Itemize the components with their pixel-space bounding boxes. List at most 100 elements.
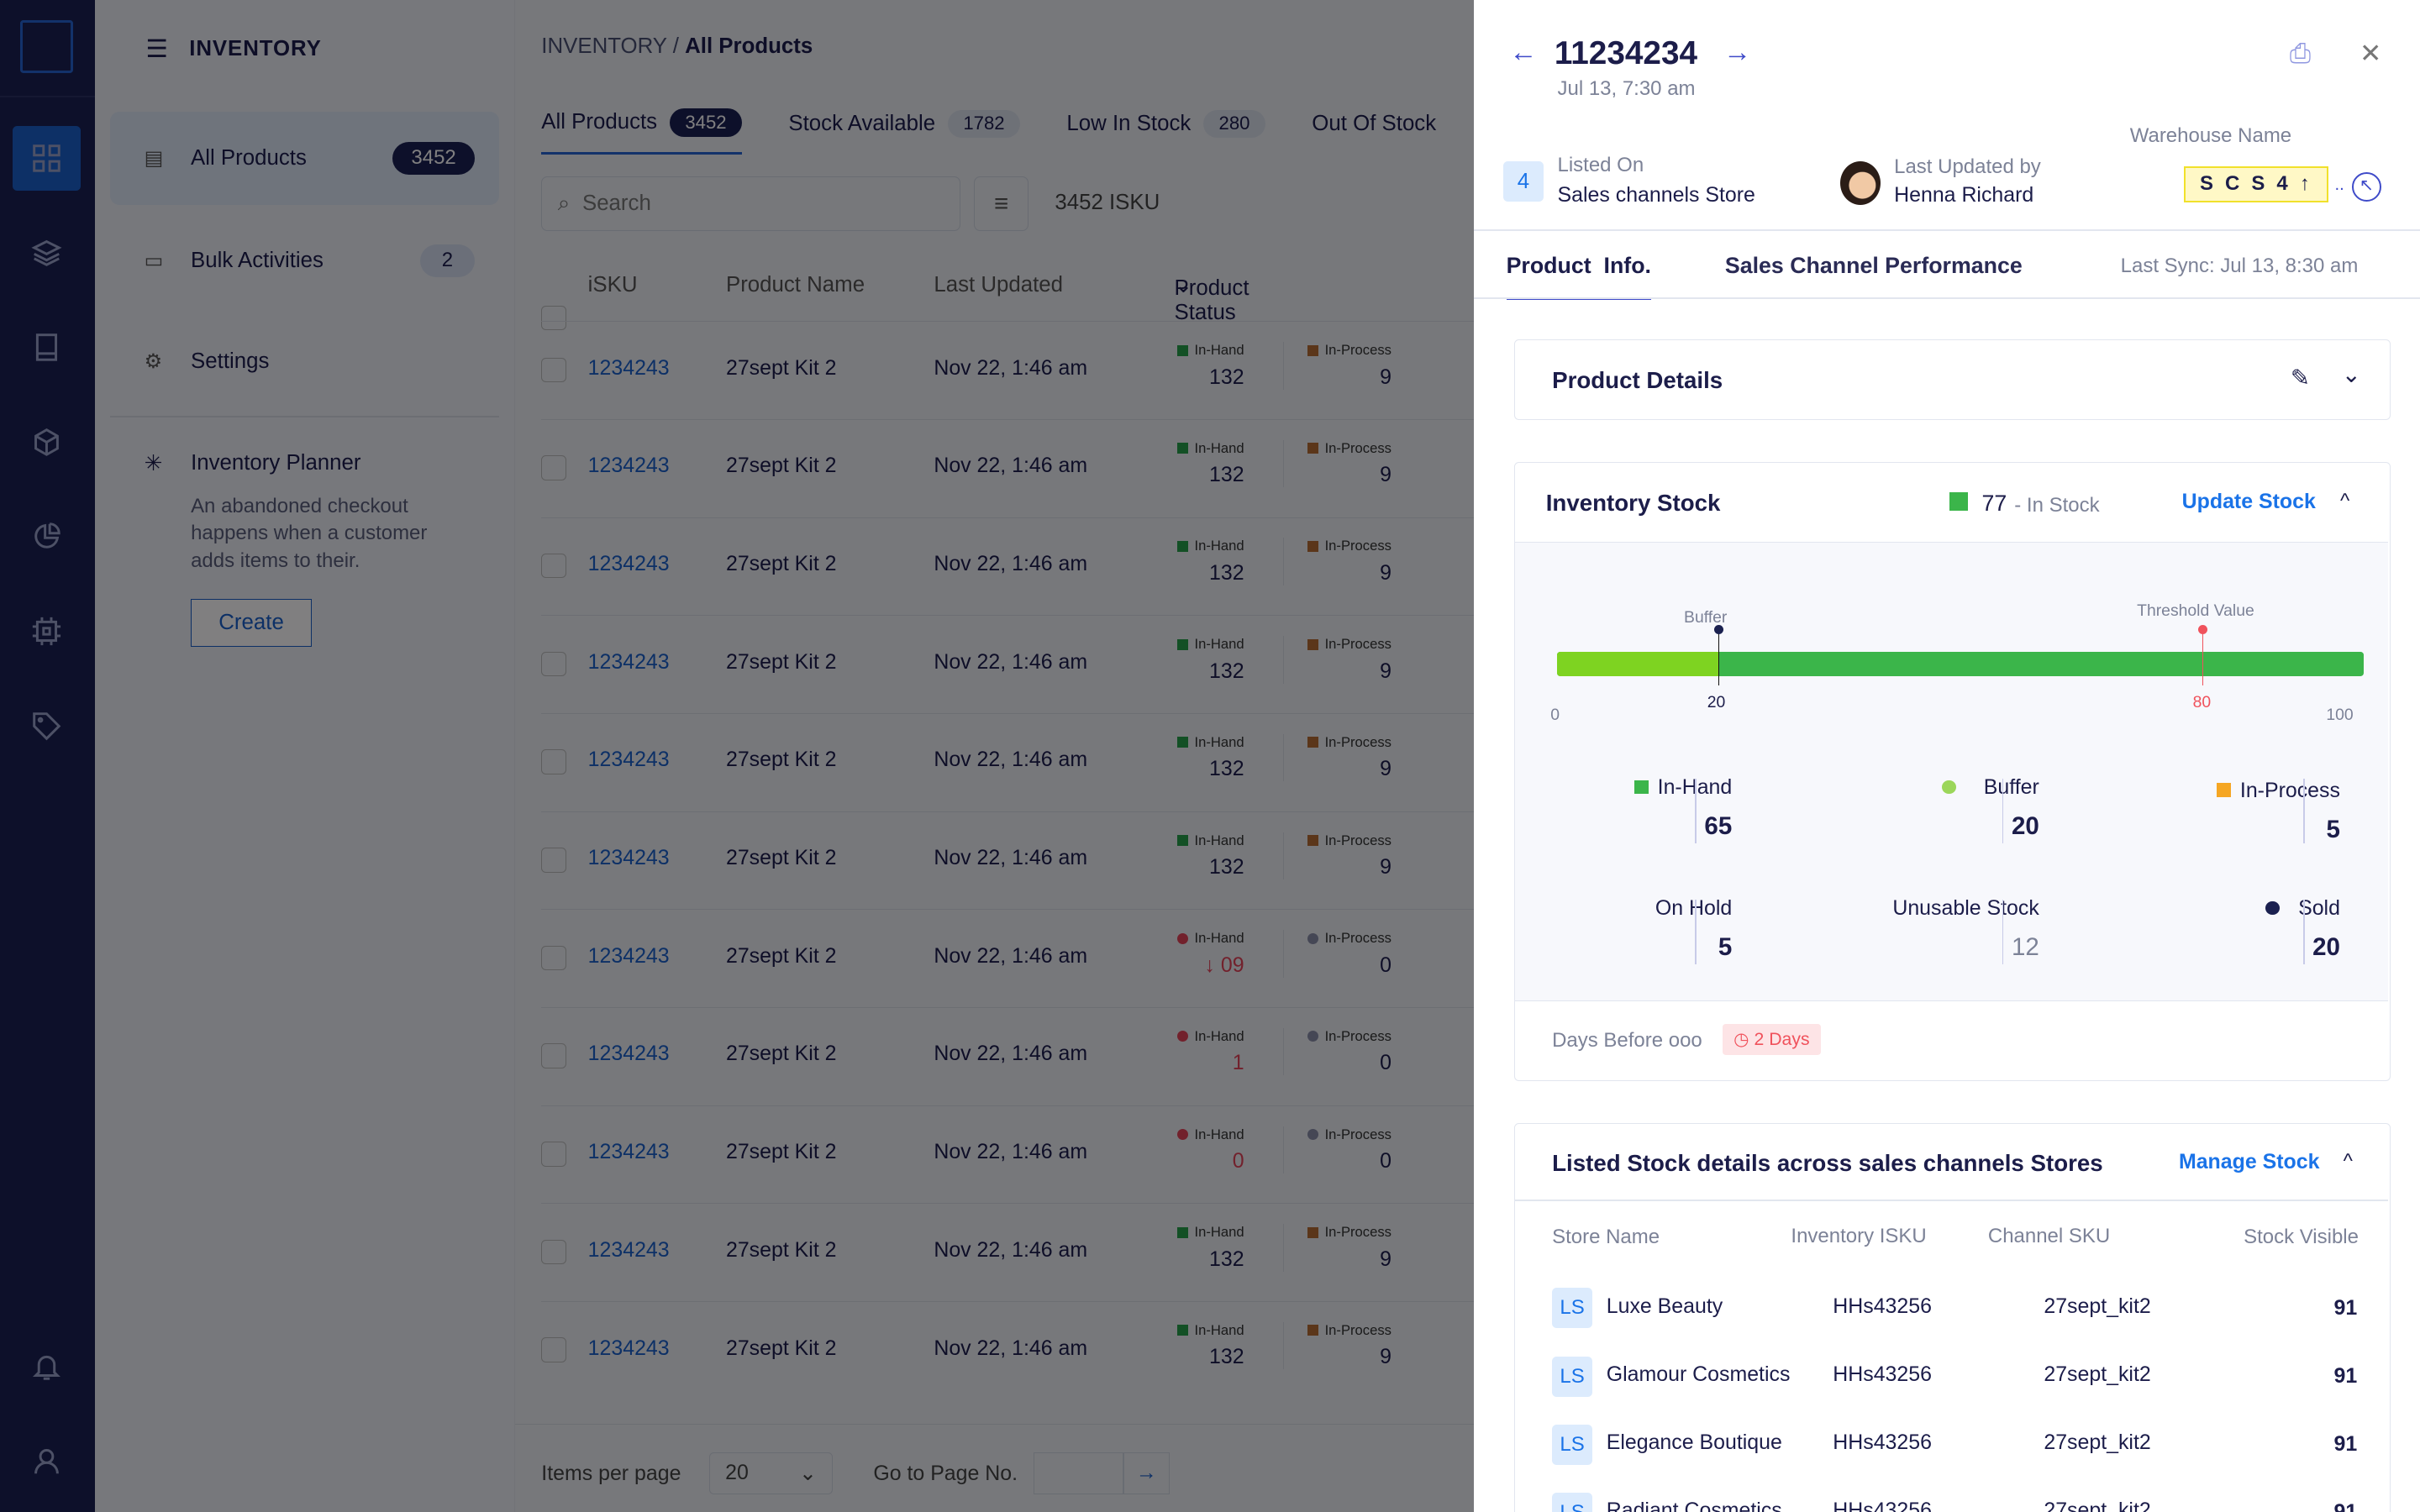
more-dots-icon[interactable]: .. xyxy=(2334,175,2344,194)
row-checkbox[interactable] xyxy=(541,749,566,774)
isku-link[interactable]: 1234243 xyxy=(587,552,670,576)
icon-rail xyxy=(0,0,95,1512)
print-icon[interactable]: ⎙ xyxy=(2289,39,2311,69)
next-arrow-icon[interactable]: → xyxy=(1723,37,1752,69)
chip-icon[interactable] xyxy=(13,599,81,664)
app-logo[interactable] xyxy=(19,19,73,73)
chevron-up-icon[interactable]: ^ xyxy=(2339,489,2350,512)
table-row[interactable]: 1234243 27sept Kit 2 Nov 22, 1:46 am In-… xyxy=(541,615,1474,712)
breadcrumb-root[interactable]: INVENTORY xyxy=(541,34,667,58)
row-checkbox[interactable] xyxy=(541,1337,566,1362)
status-column-header[interactable]: Product Status ⌄ xyxy=(1174,273,1249,324)
store-tag: LS xyxy=(1552,1492,1593,1512)
table-row[interactable]: 1234243 27sept Kit 2 Nov 22, 1:46 am In-… xyxy=(541,321,1474,418)
expand-icon[interactable]: ↖ xyxy=(2351,171,2381,202)
tab-out-of-stock[interactable]: Out Of Stock xyxy=(1312,108,1436,155)
in-process-value: 9 xyxy=(1380,854,1392,879)
tag-icon[interactable] xyxy=(13,693,81,759)
sidebar-item-bulk-activities[interactable]: ▭ Bulk Activities 2 xyxy=(110,214,499,307)
tab-low-in-stock[interactable]: Low In Stock 280 xyxy=(1066,108,1265,155)
row-checkbox[interactable] xyxy=(541,651,566,677)
in-process-label: In-Process xyxy=(1324,538,1392,554)
box-icon[interactable] xyxy=(13,409,81,475)
column-header: Last Updated xyxy=(934,272,1063,297)
menu-icon[interactable]: ☰ xyxy=(145,34,168,63)
isku-link[interactable]: 1234243 xyxy=(587,846,670,870)
tab-all-products[interactable]: All Products 3452 xyxy=(541,108,743,155)
row-checkbox[interactable] xyxy=(541,1043,566,1068)
table-row[interactable]: 1234243 27sept Kit 2 Nov 22, 1:46 am In-… xyxy=(541,712,1474,811)
isku-link[interactable]: 1234243 xyxy=(587,1237,670,1262)
product-name: 27sept Kit 2 xyxy=(725,1336,837,1360)
table-row[interactable]: 1234243 27sept Kit 2 Nov 22, 1:46 am In-… xyxy=(541,1203,1474,1300)
status-marker xyxy=(1307,541,1319,552)
tab-product-info[interactable]: Product Info. xyxy=(1506,253,1651,301)
table-row[interactable]: 1234243 27sept Kit 2 Nov 22, 1:46 am In-… xyxy=(541,1300,1474,1399)
sidebar-item-settings[interactable]: ⚙ Settings xyxy=(110,315,499,408)
planner-description: An abandoned checkout happens when a cus… xyxy=(191,495,428,572)
row-checkbox[interactable] xyxy=(541,455,566,480)
user-icon[interactable] xyxy=(13,1428,81,1494)
row-checkbox[interactable] xyxy=(541,945,566,971)
product-date: Jul 13, 7:30 am xyxy=(1557,77,1696,101)
update-stock-link[interactable]: Update Stock xyxy=(2181,489,2316,513)
product-details-card[interactable]: Product Details ✎ ⌄ xyxy=(1513,339,2391,421)
stat-unusable-stock: Unusable Stock 12 xyxy=(1760,896,2039,962)
table-row[interactable]: 1234243 27sept Kit 2 Nov 22, 1:46 am In-… xyxy=(541,517,1474,615)
store-row[interactable]: LS Luxe Beauty HHs43256 27sept_kit2 91 xyxy=(1515,1288,2388,1329)
goto-page-input[interactable] xyxy=(1033,1452,1123,1494)
tab-sales-channel-performance[interactable]: Sales Channel Performance xyxy=(1724,252,2023,278)
tab-stock-available[interactable]: Stock Available 1782 xyxy=(788,108,1021,155)
select-all-checkbox[interactable] xyxy=(541,305,566,331)
store-row[interactable]: LS Glamour Cosmetics HHs43256 27sept_kit… xyxy=(1515,1356,2388,1397)
divider xyxy=(1514,1200,2389,1201)
channel-sku: 27sept_kit2 xyxy=(2044,1431,2151,1455)
grid-icon[interactable] xyxy=(12,125,81,192)
manage-stock-link[interactable]: Manage Stock xyxy=(2178,1149,2320,1173)
chevron-down-icon[interactable]: ⌄ xyxy=(2341,361,2361,388)
row-checkbox[interactable] xyxy=(541,1142,566,1167)
edit-icon[interactable]: ✎ xyxy=(2290,364,2311,391)
previous-arrow-icon[interactable]: ← xyxy=(1509,37,1538,69)
isku-link[interactable]: 1234243 xyxy=(587,454,670,478)
gear-icon: ⚙ xyxy=(144,349,163,373)
listed-on-value[interactable]: Sales channels Store xyxy=(1557,182,1755,207)
goto-page-button[interactable]: → xyxy=(1123,1452,1170,1494)
table-row[interactable]: 1234243 27sept Kit 2 Nov 22, 1:46 am In-… xyxy=(541,1105,1474,1203)
layers-icon[interactable] xyxy=(13,220,81,286)
bell-icon[interactable] xyxy=(13,1334,81,1399)
table-row[interactable]: 1234243 27sept Kit 2 Nov 22, 1:46 am In-… xyxy=(541,418,1474,517)
row-checkbox[interactable] xyxy=(541,847,566,873)
warehouse-badge[interactable]: S C S 4 ↑ xyxy=(2184,165,2329,202)
isku-link[interactable]: 1234243 xyxy=(587,355,670,380)
create-button[interactable]: Create xyxy=(191,598,313,647)
store-row[interactable]: LS Radiant Cosmetics HHs43256 27sept_kit… xyxy=(1515,1492,2388,1512)
product-name: 27sept Kit 2 xyxy=(725,1140,837,1164)
isku-link[interactable]: 1234243 xyxy=(587,1140,670,1164)
column-header: Stock Visible xyxy=(2244,1226,2359,1249)
row-checkbox[interactable] xyxy=(541,553,566,579)
isku-link[interactable]: 1234243 xyxy=(587,748,670,772)
isku-link[interactable]: 1234243 xyxy=(587,649,670,674)
filter-button[interactable]: ≡ xyxy=(974,176,1028,232)
breadcrumb-current: All Products xyxy=(685,34,813,58)
table-row[interactable]: 1234243 27sept Kit 2 Nov 22, 1:46 am In-… xyxy=(541,909,1474,1006)
row-checkbox[interactable] xyxy=(541,357,566,383)
sidebar-item-all-products[interactable]: ▤ All Products 3452 xyxy=(110,111,500,205)
isku-link[interactable]: 1234243 xyxy=(587,943,670,968)
items-per-page-select[interactable]: 20 ⌄ xyxy=(708,1452,834,1494)
chevron-up-icon[interactable]: ^ xyxy=(2343,1149,2353,1173)
row-checkbox[interactable] xyxy=(541,1239,566,1265)
store-row[interactable]: LS Elegance Boutique HHs43256 27sept_kit… xyxy=(1515,1424,2388,1465)
isku-link[interactable]: 1234243 xyxy=(587,1336,670,1360)
stat-label: Unusable Stock xyxy=(1892,896,2039,921)
pie-chart-icon[interactable] xyxy=(13,504,81,570)
in-hand-label: In-Hand xyxy=(1194,832,1244,848)
table-row[interactable]: 1234243 27sept Kit 2 Nov 22, 1:46 am In-… xyxy=(541,811,1474,909)
close-icon[interactable]: ✕ xyxy=(2359,39,2382,69)
isku-link[interactable]: 1234243 xyxy=(587,1042,670,1066)
table-row[interactable]: 1234243 27sept Kit 2 Nov 22, 1:46 am In-… xyxy=(541,1006,1474,1105)
book-icon[interactable] xyxy=(13,315,81,381)
search-input[interactable]: ⌕ Search xyxy=(541,176,960,232)
